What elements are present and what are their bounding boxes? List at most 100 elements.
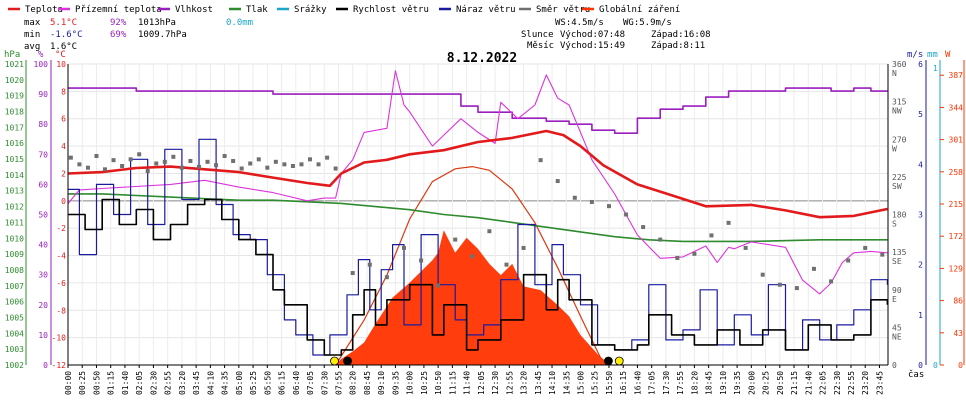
stat-wg: WG:5.9m/s	[623, 18, 672, 28]
unit-w: W	[945, 50, 951, 60]
pressure-tick-label: 1002	[5, 361, 24, 370]
temperature-tick-label: 6	[61, 115, 66, 124]
humidity-tick-label: 90	[38, 90, 48, 99]
radiation-tick-label: 387	[949, 71, 964, 80]
wind-direction-point	[94, 153, 99, 158]
wind-direction-point	[282, 162, 287, 167]
direction-compass-label: SW	[892, 182, 902, 191]
temperature-tick-label: -12	[52, 361, 67, 370]
series-line-teplota	[67, 129, 888, 219]
humidity-tick-label: 70	[38, 150, 48, 159]
pressure-tick-label: 1014	[5, 171, 24, 180]
stat-hum-max: 92%	[110, 18, 127, 28]
legend-label: Teplota	[25, 5, 63, 15]
temperature-tick-label: 10	[56, 60, 66, 69]
wind-direction-point	[641, 225, 646, 230]
pressure-tick-label: 1004	[5, 329, 24, 338]
humidity-tick-label: 10	[38, 331, 48, 340]
time-tick-label: 08:45	[363, 371, 372, 395]
time-tick-label: 01:40	[121, 371, 130, 395]
stat-ws: WS:4.5m/s	[555, 18, 604, 28]
wind-direction-point	[111, 158, 116, 163]
wind-direction-point	[555, 179, 560, 184]
wind-direction-point	[624, 212, 629, 217]
radiation-tick-label: 86	[953, 297, 963, 306]
wind-direction-point	[589, 199, 594, 204]
time-tick-label: 22:05	[819, 371, 828, 395]
wind-direction-point	[846, 258, 851, 263]
wind-direction-point	[77, 162, 82, 167]
direction-compass-label: NW	[892, 107, 902, 116]
wind-direction-point	[248, 161, 253, 166]
temperature-tick-label: 8	[61, 87, 66, 96]
time-tick-label: 13:20	[520, 371, 529, 395]
temperature-tick-label: 2	[61, 169, 66, 178]
wind-direction-point	[145, 169, 150, 174]
pressure-tick-label: 1005	[5, 313, 24, 322]
stat-temp-avg: 1.6°C	[50, 42, 77, 52]
wind-direction-point	[777, 282, 782, 287]
time-tick-label: 05:00	[235, 371, 244, 395]
wind-direction-point	[726, 220, 731, 225]
unit-degc: °C	[55, 50, 66, 60]
wind-direction-point	[401, 245, 406, 250]
humidity-tick-label: 20	[38, 301, 48, 310]
wind-direction-point	[350, 271, 355, 276]
temperature-tick-label: -8	[56, 306, 66, 315]
pressure-tick-label: 1021	[5, 60, 24, 69]
wind-direction-point	[316, 162, 321, 167]
time-tick-label: 00:00	[64, 371, 73, 395]
wind-direction-point	[171, 154, 176, 159]
time-tick-label: 10:00	[406, 371, 415, 395]
wind-direction-point	[325, 155, 330, 160]
time-tick-label: 07:55	[334, 371, 343, 395]
temperature-tick-label: -10	[52, 334, 67, 343]
time-tick-label: 17:05	[648, 371, 657, 395]
time-tick-label: 04:10	[206, 371, 215, 395]
wind-direction-point	[811, 266, 816, 271]
time-tick-label: 14:35	[562, 371, 571, 395]
wind-direction-point	[188, 158, 193, 163]
time-tick-label: 23:45	[875, 371, 884, 395]
time-tick-label: 19:35	[733, 371, 742, 395]
series-line-tlak	[68, 193, 888, 243]
legend-label: Přízemní teplota	[75, 5, 162, 15]
wind-direction-points	[68, 152, 885, 291]
chart-title: 8.12.2022	[447, 51, 517, 66]
wind-direction-point	[85, 165, 90, 170]
wind-direction-point	[384, 275, 389, 280]
humidity-tick-label: 40	[38, 241, 48, 250]
wind-direction-point	[256, 157, 261, 162]
time-tick-label: 22:55	[847, 371, 856, 395]
time-tick-label: 15:00	[577, 371, 586, 395]
time-tick-label: 18:20	[690, 371, 699, 395]
direction-compass-label: S	[892, 220, 897, 229]
time-tick-label: 11:15	[448, 371, 457, 395]
stat-moon-label: Měsíc	[527, 41, 554, 51]
time-tick-label: 15:25	[591, 371, 600, 395]
wind-direction-point	[68, 155, 73, 160]
direction-compass-label: E	[892, 295, 897, 304]
time-tick-label: 07:30	[320, 371, 329, 395]
series-line-rychlost-v-tru	[68, 198, 889, 356]
direction-tick-label: 225	[892, 173, 907, 182]
humidity-tick-label: 50	[38, 211, 48, 220]
time-tick-label: 01:15	[107, 371, 116, 395]
wind-speed-tick-label: 4	[918, 160, 923, 169]
precip-tick-label: 0	[933, 361, 938, 370]
direction-tick-label: 360	[892, 60, 907, 69]
pressure-tick-label: 1008	[5, 266, 24, 275]
wind-direction-point	[205, 159, 210, 164]
time-tick-label: 18:45	[705, 371, 714, 395]
wind-direction-point	[863, 245, 868, 250]
pressure-tick-label: 1009	[5, 250, 24, 259]
time-tick-label: 16:15	[619, 371, 628, 395]
wind-direction-point	[222, 153, 227, 158]
series-lines	[67, 70, 889, 356]
wind-direction-point	[572, 195, 577, 200]
direction-compass-label: N	[892, 69, 897, 78]
wind-direction-point	[265, 165, 270, 170]
wind-direction-point	[760, 272, 765, 277]
unit-pct: %	[38, 50, 44, 60]
wind-direction-point	[743, 245, 748, 250]
